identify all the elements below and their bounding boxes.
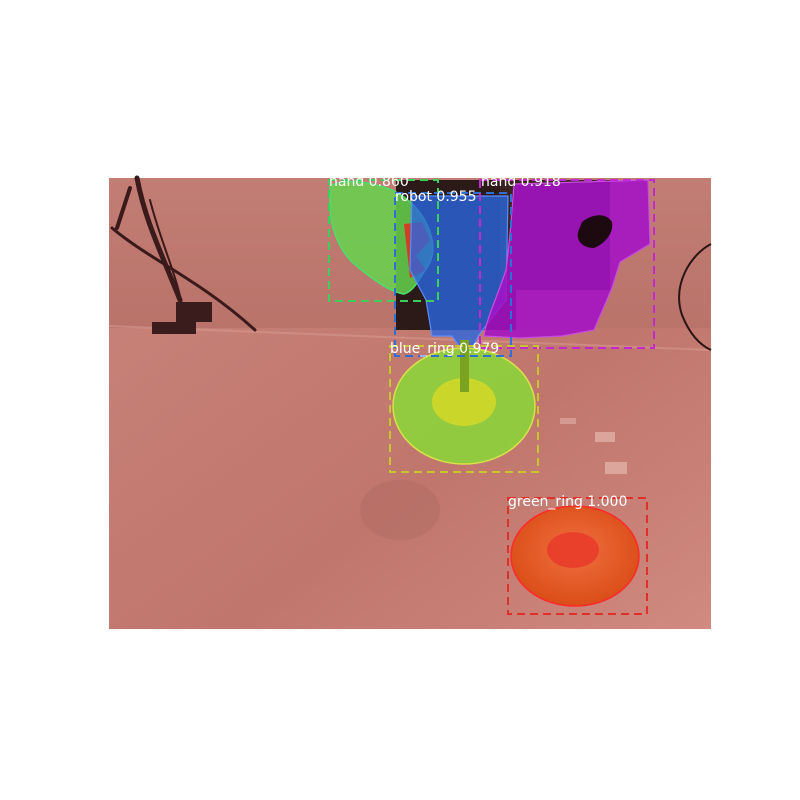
- hand-hole: [577, 215, 613, 248]
- table-edge: [108, 325, 712, 351]
- green-ring-mask: [510, 505, 640, 607]
- label-hand-left: hand 0.860: [329, 174, 409, 190]
- label-robot: robot 0.955: [395, 189, 476, 205]
- bbox-robot: [394, 192, 512, 357]
- detection-labels: hand 0.860 robot 0.955 hand 0.918 blue_r…: [329, 174, 627, 510]
- bbox-blue-ring: [389, 345, 539, 473]
- tape-mark: [595, 432, 615, 442]
- label-green-ring: green_ring 1.000: [508, 494, 627, 510]
- bbox-hand-right: [479, 179, 655, 349]
- label-blue-ring: blue_ring 0.979: [390, 341, 499, 357]
- bbox-green-ring: [507, 497, 648, 615]
- cable-right: [678, 243, 712, 351]
- floor-smudge: [360, 480, 440, 540]
- tape-mark: [605, 462, 627, 474]
- label-hand-right: hand 0.918: [481, 174, 561, 190]
- tape-mark: [560, 418, 576, 424]
- cables-left: [110, 175, 257, 332]
- detection-boxes: [328, 179, 655, 615]
- top-margin: [109, 160, 711, 174]
- blue-ring-mask: [392, 340, 536, 465]
- clamp: [152, 302, 212, 334]
- bbox-hand-left: [328, 179, 439, 302]
